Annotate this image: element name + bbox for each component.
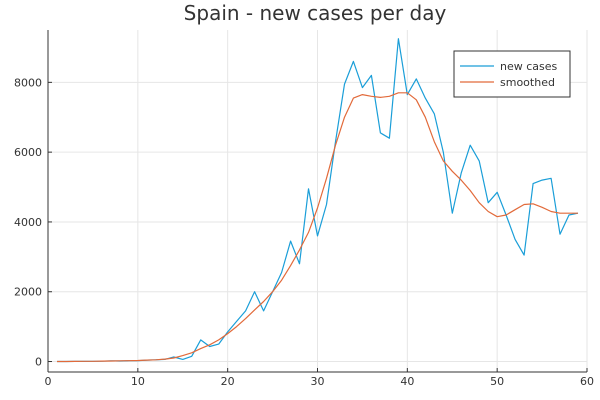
legend: new cases smoothed xyxy=(453,50,571,98)
x-tick-label: 50 xyxy=(490,375,504,388)
x-tick-label: 0 xyxy=(45,375,52,388)
y-tick-label: 0 xyxy=(35,356,42,369)
chart-title: Spain - new cases per day xyxy=(184,1,447,25)
x-tick-label: 20 xyxy=(221,375,235,388)
y-tick-label: 8000 xyxy=(14,76,42,89)
x-tick-label: 40 xyxy=(400,375,414,388)
y-tick-label: 6000 xyxy=(14,146,42,159)
legend-label: smoothed xyxy=(500,76,555,89)
series-line-smoothed xyxy=(57,92,578,363)
x-tick-label: 60 xyxy=(580,375,594,388)
y-tick-label: 2000 xyxy=(14,286,42,299)
x-tick-label: 30 xyxy=(311,375,325,388)
y-tick-label: 4000 xyxy=(14,216,42,229)
legend-label: new cases xyxy=(500,60,558,73)
legend-box xyxy=(453,50,571,98)
x-tick-label: 10 xyxy=(131,375,145,388)
series-layer xyxy=(57,38,579,363)
ticks-layer: 0 10 20 30 40 50 60 0 2000 4000 6000 8000 xyxy=(14,76,594,388)
